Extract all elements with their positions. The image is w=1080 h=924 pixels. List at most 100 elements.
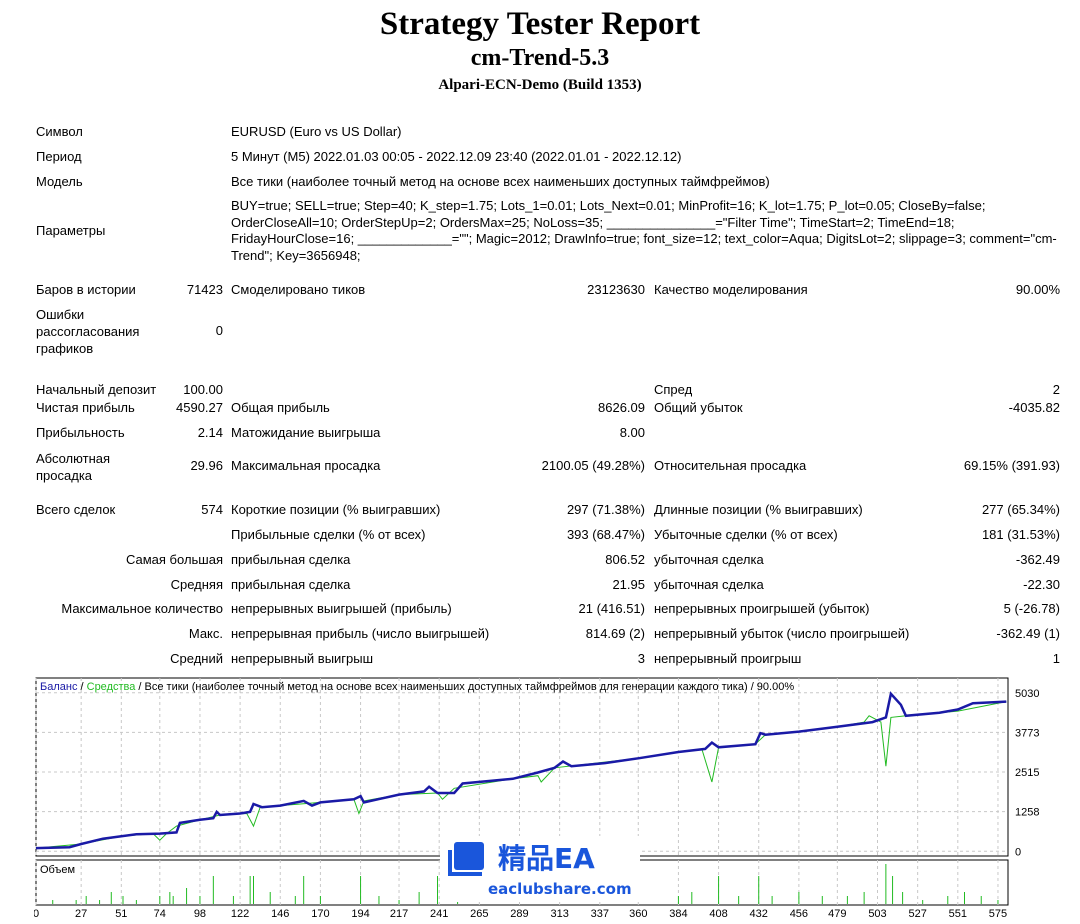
stat-v2: 23123630 bbox=[587, 282, 645, 297]
stat-v3: 1 bbox=[1052, 651, 1060, 666]
x-tick-label: 194 bbox=[351, 908, 369, 920]
stat-v3: -4035.82 bbox=[1008, 400, 1060, 415]
stat-l2: Смоделировано тиков bbox=[231, 282, 366, 297]
stat-l3: непрерывный убыток (число проигрышей) bbox=[654, 626, 910, 641]
stat-l1: Баров в истории bbox=[36, 282, 136, 297]
x-tick-label: 337 bbox=[591, 908, 609, 920]
x-tick-label: 456 bbox=[790, 908, 808, 920]
volume-label: Объем bbox=[40, 864, 75, 876]
stat-lr: Макс. bbox=[188, 626, 223, 641]
stat-l3: Длинные позиции (% выигравших) bbox=[654, 502, 863, 517]
x-tick-label: 384 bbox=[669, 908, 687, 920]
legend-sep: / bbox=[77, 681, 86, 693]
symbol-value: EURUSD (Euro vs US Dollar) bbox=[231, 124, 402, 139]
stat-l3: непрерывный проигрыш bbox=[654, 651, 802, 666]
stat-l2: прибыльная сделка bbox=[231, 577, 351, 592]
stat-l1: Всего сделок bbox=[36, 502, 116, 517]
stat-v2: 8.00 bbox=[619, 425, 645, 440]
stat-lr: Средняя bbox=[170, 577, 223, 592]
x-tick-label: 241 bbox=[430, 908, 448, 920]
stat-l2: непрерывный выигрыш bbox=[231, 651, 374, 666]
stat-l2: Максимальная просадка bbox=[231, 458, 381, 473]
stat-l3: Общий убыток bbox=[654, 400, 743, 415]
x-tick-label: 408 bbox=[709, 908, 727, 920]
stat-v3: -362.49 (1) bbox=[996, 626, 1060, 641]
y-tick-label: 2515 bbox=[1015, 767, 1039, 779]
stat-v2: 297 (71.38%) bbox=[566, 502, 645, 517]
x-tick-label: 217 bbox=[390, 908, 408, 920]
params-value: BUY=true; SELL=true; Step=40; K_step=1.7… bbox=[231, 198, 1057, 263]
stat-v1: 71423 bbox=[186, 282, 223, 297]
errors-value: 0 bbox=[215, 323, 223, 338]
stat-v3: 181 (31.53%) bbox=[981, 527, 1060, 542]
stat-v3: -22.30 bbox=[1023, 577, 1060, 592]
stat-v3: -362.49 bbox=[1015, 552, 1060, 567]
stat-l2: непрерывная прибыль (число выигрышей) bbox=[231, 626, 490, 641]
errors-label: Ошибки рассогласования графиков bbox=[36, 306, 139, 357]
x-tick-label: 122 bbox=[231, 908, 249, 920]
abs-drawdown-label-line: Абсолютная bbox=[36, 451, 111, 466]
stat-l2: Короткие позиции (% выигравших) bbox=[231, 502, 441, 517]
y-tick-label: 3773 bbox=[1015, 727, 1039, 739]
stat-v2: 2100.05 (49.28%) bbox=[541, 458, 645, 473]
x-tick-label: 0 bbox=[34, 908, 39, 920]
symbol-label: Символ bbox=[36, 124, 83, 139]
x-tick-label: 432 bbox=[750, 908, 768, 920]
x-tick-label: 503 bbox=[868, 908, 886, 920]
stat-l1: Начальный депозит bbox=[36, 382, 157, 397]
model-label: Модель bbox=[36, 174, 83, 189]
report-title: Strategy Tester Report bbox=[379, 6, 701, 42]
stat-v1: 2.14 bbox=[197, 425, 223, 440]
stat-l2: Прибыльные сделки (% от всех) bbox=[231, 527, 426, 542]
x-tick-label: 98 bbox=[194, 908, 206, 920]
expert-name: cm-Trend-5.3 bbox=[470, 45, 610, 71]
y-tick-label: 5030 bbox=[1015, 688, 1039, 700]
stat-v1: 4590.27 bbox=[176, 400, 223, 415]
stat-v1: 29.96 bbox=[190, 458, 223, 473]
stat-v2: 3 bbox=[637, 651, 645, 666]
x-tick-label: 289 bbox=[510, 908, 528, 920]
legend-balance: Баланс bbox=[40, 681, 78, 693]
legend-rest: / Все тики (наиболее точный метод на осн… bbox=[135, 681, 794, 693]
model-value: Все тики (наиболее точный метод на основ… bbox=[231, 174, 770, 189]
stat-v3: 90.00% bbox=[1015, 282, 1060, 297]
stat-l2: Общая прибыль bbox=[231, 400, 330, 415]
stat-l3: Качество моделирования bbox=[654, 282, 808, 297]
chart-legend: Баланс / Средства / Все тики (наиболее т… bbox=[40, 681, 794, 693]
svg-text:eaclubshare.com: eaclubshare.com bbox=[488, 880, 632, 898]
errors-label-line: рассогласования bbox=[36, 324, 140, 339]
stat-v3: 2 bbox=[1052, 382, 1060, 397]
svg-text:精品EA: 精品EA bbox=[498, 842, 595, 875]
stat-l2: непрерывных выигрышей (прибыль) bbox=[231, 601, 452, 616]
stat-v2: 8626.09 bbox=[598, 400, 645, 415]
stat-l3: Относительная просадка bbox=[654, 458, 807, 473]
stat-v2: 814.69 (2) bbox=[585, 626, 645, 641]
balance-line bbox=[35, 691, 1007, 850]
stat-lr: Максимальное количество bbox=[61, 601, 223, 616]
x-tick-label: 146 bbox=[271, 908, 289, 920]
stat-l1: Чистая прибыль bbox=[36, 400, 135, 415]
abs-drawdown-label: Абсолютная просадка bbox=[36, 450, 110, 484]
stat-v1: 100.00 bbox=[183, 382, 223, 397]
x-tick-label: 527 bbox=[908, 908, 926, 920]
x-tick-label: 27 bbox=[75, 908, 87, 920]
x-tick-label: 265 bbox=[470, 908, 488, 920]
stat-l3: убыточная сделка bbox=[654, 577, 764, 592]
stat-l3: Убыточные сделки (% от всех) bbox=[654, 527, 838, 542]
params-label: Параметры bbox=[36, 223, 106, 238]
stat-l2: прибыльная сделка bbox=[231, 552, 351, 567]
x-tick-label: 551 bbox=[949, 908, 967, 920]
stat-v2: 393 (68.47%) bbox=[566, 527, 645, 542]
x-tick-label: 170 bbox=[311, 908, 329, 920]
stat-v2: 21.95 bbox=[612, 577, 645, 592]
x-tick-label: 575 bbox=[989, 908, 1007, 920]
y-tick-label: 1258 bbox=[1015, 807, 1039, 819]
server-name: Alpari-ECN-Demo (Build 1353) bbox=[438, 77, 642, 93]
watermark-logo: 精品EA eaclubshare.com bbox=[440, 836, 640, 902]
period-value: 5 Минут (M5) 2022.01.03 00:05 - 2022.12.… bbox=[231, 149, 682, 164]
stat-l2: Матожидание выигрыша bbox=[231, 425, 381, 440]
x-tick-label: 74 bbox=[154, 908, 166, 920]
period-label: Период bbox=[36, 149, 82, 164]
errors-label-line: графиков bbox=[36, 341, 94, 356]
stat-lr: Средний bbox=[170, 651, 223, 666]
